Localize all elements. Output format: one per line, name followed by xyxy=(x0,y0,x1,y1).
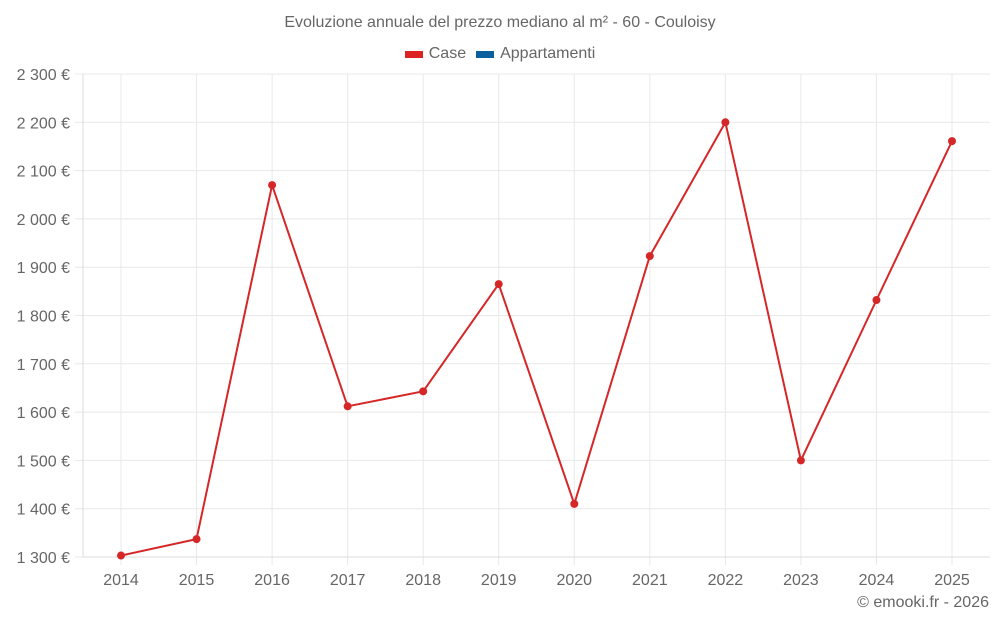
y-tick-label: 1 700 € xyxy=(17,357,70,374)
data-point[interactable] xyxy=(872,296,881,305)
gridlines xyxy=(75,73,990,565)
legend-label-case: Case xyxy=(428,45,467,62)
data-point[interactable] xyxy=(419,387,428,396)
y-tick-label: 2 100 € xyxy=(17,164,70,181)
x-tick-label: 2025 xyxy=(934,572,970,589)
chart-title: Evoluzione annuale del prezzo mediano al… xyxy=(284,14,716,31)
legend-item-appartamenti[interactable]: Appartamenti xyxy=(476,45,595,63)
data-point[interactable] xyxy=(494,280,503,289)
data-point[interactable] xyxy=(645,252,654,261)
x-tick-label: 2016 xyxy=(254,572,290,589)
y-tick-label: 1 300 € xyxy=(17,550,70,567)
data-point[interactable] xyxy=(796,456,805,465)
x-tick-label: 2021 xyxy=(632,572,668,589)
data-point[interactable] xyxy=(192,535,201,544)
data-point[interactable] xyxy=(117,551,125,560)
legend-item-case[interactable]: Case xyxy=(404,45,467,63)
y-tick-label: 1 800 € xyxy=(17,309,70,326)
y-tick-label: 2 000 € xyxy=(17,212,70,229)
legend-swatch-case xyxy=(404,50,423,58)
data-point[interactable] xyxy=(948,137,956,146)
y-tick-label: 1 500 € xyxy=(17,453,70,470)
credit-text: © emooki.fr - 2026 xyxy=(857,594,989,611)
x-tick-label: 2023 xyxy=(783,572,819,589)
x-tick-label: 2022 xyxy=(708,572,744,589)
data-point[interactable] xyxy=(268,181,277,190)
y-tick-label: 1 900 € xyxy=(17,260,70,277)
y-tick-label: 1 600 € xyxy=(17,405,70,422)
y-tick-label: 2 300 € xyxy=(17,67,70,84)
x-tick-label: 2020 xyxy=(556,572,592,589)
x-tick-label: 2014 xyxy=(103,572,139,589)
x-tick-label: 2024 xyxy=(859,572,895,589)
chart-legend: Case Appartamenti xyxy=(0,45,1000,63)
legend-label-appartamenti: Appartamenti xyxy=(500,45,596,62)
x-axis: 2014 2015 2016 2017 2018 2019 2020 2021 2022 2023… xyxy=(103,572,970,589)
data-point[interactable] xyxy=(721,118,730,127)
x-tick-label: 2017 xyxy=(330,572,366,589)
y-axis: 1 300 € 1 400 € 1 500 € 1 600 € 1 700 € 1 800… xyxy=(17,67,70,567)
data-point[interactable] xyxy=(570,499,579,508)
x-tick-label: 2015 xyxy=(179,572,215,589)
x-tick-label: 2019 xyxy=(481,572,517,589)
x-tick-label: 2018 xyxy=(405,572,441,589)
series-case xyxy=(117,118,956,560)
y-tick-label: 1 400 € xyxy=(17,502,70,519)
series-line-case xyxy=(120,121,953,557)
data-point[interactable] xyxy=(343,402,352,411)
legend-swatch-appartamenti xyxy=(476,50,495,58)
y-tick-label: 2 200 € xyxy=(17,115,70,132)
